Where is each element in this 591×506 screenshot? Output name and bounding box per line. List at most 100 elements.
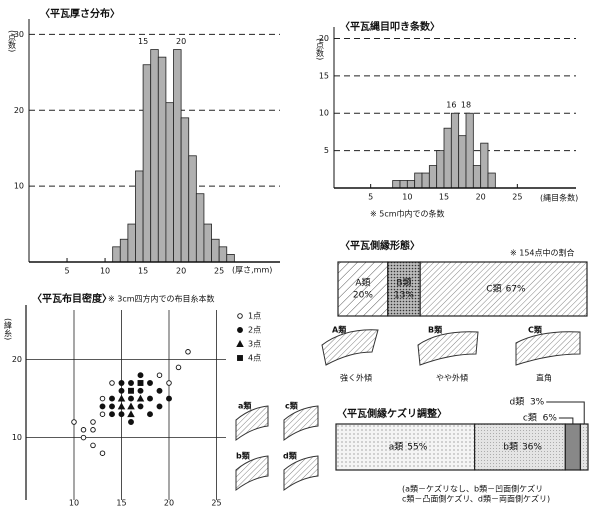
y-tick-label: 20 bbox=[12, 355, 22, 364]
bar-segment bbox=[337, 261, 389, 317]
sketch bbox=[283, 405, 319, 441]
leader-line bbox=[558, 417, 574, 424]
bar bbox=[173, 49, 182, 263]
x-tick-label: 5 bbox=[64, 267, 69, 276]
point bbox=[137, 387, 144, 394]
point bbox=[118, 411, 125, 418]
sketch-label: a類 bbox=[238, 401, 252, 411]
edge-sketches bbox=[321, 329, 581, 366]
point bbox=[117, 394, 126, 402]
bar-segment bbox=[387, 261, 421, 317]
x-tick-label: 10 bbox=[100, 267, 110, 276]
bar bbox=[203, 223, 212, 263]
bar bbox=[450, 112, 460, 189]
sketch bbox=[235, 405, 269, 441]
note: (a類－ケズリなし、b類－凹面側ケズリ bbox=[402, 484, 543, 494]
legend-marker bbox=[237, 327, 243, 333]
chart-title: 〈平瓦側縁ケズリ調整〉 bbox=[337, 407, 447, 420]
bar bbox=[392, 180, 401, 189]
y-axis-label: (緯糸) bbox=[4, 318, 13, 340]
bar bbox=[150, 49, 159, 263]
x-axis-label: (縄目条数) bbox=[540, 193, 578, 203]
bar bbox=[480, 142, 489, 189]
y-axis-label: (点数) bbox=[8, 30, 17, 52]
point bbox=[127, 410, 135, 418]
bar bbox=[180, 117, 190, 263]
bar-segment bbox=[564, 423, 582, 471]
shape-description: 直角 bbox=[536, 373, 552, 383]
chart-title: 〈平瓦布目密度〉 bbox=[32, 292, 112, 305]
point bbox=[80, 427, 87, 433]
bar bbox=[135, 170, 144, 263]
point bbox=[118, 387, 125, 394]
legend-marker bbox=[236, 340, 244, 347]
bar bbox=[188, 155, 197, 263]
bar bbox=[112, 246, 121, 263]
point bbox=[166, 395, 172, 402]
bar bbox=[157, 56, 167, 263]
segment-name: A類 bbox=[355, 278, 370, 289]
point bbox=[127, 402, 135, 410]
bar bbox=[211, 238, 220, 263]
y-tick-label: 10 bbox=[12, 433, 22, 442]
bar-segment bbox=[579, 423, 589, 471]
sketch-b bbox=[417, 331, 479, 366]
note: ※ 5cm巾内での条数 bbox=[370, 209, 445, 219]
bar bbox=[218, 246, 228, 263]
bar-segment bbox=[474, 423, 566, 471]
bar bbox=[443, 127, 452, 189]
sketch bbox=[283, 455, 319, 491]
point bbox=[90, 442, 96, 449]
y-tick-label: 10 bbox=[14, 182, 24, 191]
shape-name: A類 bbox=[332, 325, 347, 335]
bar bbox=[436, 150, 445, 189]
point bbox=[117, 402, 126, 410]
bar bbox=[119, 238, 129, 263]
bar bbox=[465, 112, 474, 189]
point bbox=[80, 434, 87, 441]
legend-marker bbox=[237, 355, 243, 361]
bar bbox=[414, 172, 423, 189]
y-axis-label: (点数) bbox=[316, 38, 325, 60]
legend-label: 3点 bbox=[248, 340, 261, 349]
sketch-label: b類 bbox=[236, 451, 251, 461]
peak-label: 18 bbox=[461, 101, 471, 110]
segment-name: b類 bbox=[503, 442, 518, 453]
y-tick-label: 20 bbox=[14, 106, 24, 115]
x-axis-label: (厚さ,mm) bbox=[232, 266, 272, 275]
x-tick-label: 10 bbox=[402, 193, 412, 202]
segment-label: 55% bbox=[407, 443, 427, 453]
note: ※ 154点中の割合 bbox=[510, 248, 575, 258]
leader-line bbox=[546, 401, 585, 424]
sketch bbox=[235, 455, 269, 491]
x-tick-label: 25 bbox=[211, 499, 221, 506]
legend-label: 1点 bbox=[248, 312, 261, 321]
point bbox=[109, 403, 115, 410]
point bbox=[156, 403, 163, 410]
segment-label: 13% bbox=[394, 291, 414, 301]
note: c類－凸面側ケズリ、d類－両面側ケズリ) bbox=[402, 494, 550, 504]
x-tick-label: 5 bbox=[368, 193, 373, 202]
bar bbox=[487, 172, 496, 189]
bar bbox=[399, 180, 408, 189]
point bbox=[99, 411, 106, 417]
x-tick-label: 20 bbox=[164, 499, 174, 506]
point bbox=[99, 450, 106, 456]
bar bbox=[472, 165, 482, 189]
segment-label: 3% bbox=[530, 398, 545, 408]
point bbox=[99, 395, 106, 402]
point bbox=[137, 403, 144, 410]
bar bbox=[127, 223, 136, 263]
cut-sketches bbox=[235, 405, 319, 491]
note: ※ 3cm四方内での布目糸本数 bbox=[108, 294, 215, 304]
segment-label: 20% bbox=[353, 291, 373, 301]
y-tick-label: 30 bbox=[14, 30, 24, 39]
peak-label: 16 bbox=[446, 101, 456, 110]
bar-segment bbox=[335, 423, 476, 471]
point bbox=[128, 387, 134, 394]
peak-label: 20 bbox=[176, 37, 186, 46]
bar bbox=[195, 193, 205, 263]
x-tick-label: 20 bbox=[476, 193, 486, 202]
